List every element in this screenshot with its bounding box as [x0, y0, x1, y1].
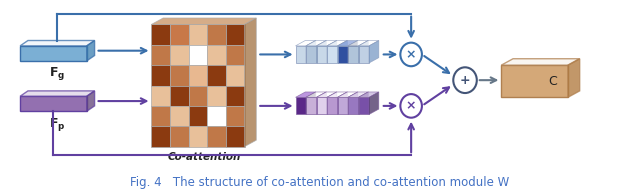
Text: $\mathbf{F_g}$: $\mathbf{F_g}$ [49, 65, 65, 82]
Polygon shape [317, 92, 326, 114]
Polygon shape [358, 40, 379, 46]
Polygon shape [20, 40, 95, 46]
Polygon shape [189, 126, 207, 147]
Polygon shape [306, 46, 317, 63]
Polygon shape [306, 40, 326, 46]
Polygon shape [369, 40, 379, 63]
Polygon shape [87, 40, 95, 61]
Polygon shape [189, 24, 207, 45]
Polygon shape [327, 92, 348, 97]
Text: $\mathbf{F_p}$: $\mathbf{F_p}$ [49, 116, 66, 133]
Polygon shape [337, 40, 358, 46]
Polygon shape [317, 40, 337, 46]
Polygon shape [20, 46, 87, 61]
Polygon shape [501, 59, 580, 65]
Polygon shape [327, 40, 337, 63]
Polygon shape [306, 92, 326, 97]
Polygon shape [358, 92, 368, 114]
Polygon shape [337, 46, 348, 63]
Polygon shape [337, 97, 348, 114]
Polygon shape [87, 91, 95, 111]
Polygon shape [568, 59, 580, 97]
Polygon shape [348, 92, 358, 114]
Polygon shape [327, 92, 337, 114]
Polygon shape [226, 106, 244, 126]
Polygon shape [152, 126, 170, 147]
Polygon shape [348, 40, 358, 63]
Polygon shape [317, 46, 327, 63]
Polygon shape [296, 46, 306, 63]
Polygon shape [296, 92, 316, 97]
Polygon shape [358, 97, 369, 114]
Polygon shape [501, 65, 568, 97]
Polygon shape [152, 45, 170, 65]
Polygon shape [358, 46, 369, 63]
Polygon shape [348, 92, 368, 97]
Polygon shape [20, 91, 95, 96]
Polygon shape [170, 86, 189, 106]
Polygon shape [337, 92, 348, 114]
Polygon shape [207, 86, 226, 106]
Polygon shape [306, 97, 317, 114]
Polygon shape [207, 126, 226, 147]
Polygon shape [152, 65, 170, 86]
Text: ×: × [406, 48, 417, 61]
Circle shape [401, 94, 422, 118]
Polygon shape [348, 46, 358, 63]
Polygon shape [226, 65, 244, 86]
Circle shape [401, 43, 422, 66]
Polygon shape [189, 45, 207, 65]
Polygon shape [189, 86, 207, 106]
Polygon shape [317, 97, 327, 114]
Polygon shape [152, 106, 170, 126]
Polygon shape [207, 45, 226, 65]
Polygon shape [152, 86, 170, 106]
Text: Fig. 4   The structure of co-attention and co-attention module W: Fig. 4 The structure of co-attention and… [131, 176, 509, 189]
Polygon shape [170, 126, 189, 147]
Polygon shape [226, 24, 244, 45]
Circle shape [453, 67, 477, 93]
Polygon shape [226, 86, 244, 106]
Polygon shape [244, 18, 256, 147]
Text: C: C [548, 75, 557, 88]
Polygon shape [348, 97, 358, 114]
Polygon shape [207, 65, 226, 86]
Polygon shape [207, 106, 226, 126]
Polygon shape [152, 18, 256, 24]
Polygon shape [348, 40, 368, 46]
Text: Co-attention: Co-attention [167, 152, 241, 162]
Polygon shape [226, 126, 244, 147]
Polygon shape [327, 46, 337, 63]
Polygon shape [306, 40, 316, 63]
Polygon shape [317, 40, 326, 63]
Polygon shape [337, 92, 358, 97]
Polygon shape [189, 106, 207, 126]
Polygon shape [358, 40, 368, 63]
Polygon shape [296, 97, 306, 114]
Polygon shape [327, 40, 348, 46]
Polygon shape [207, 24, 226, 45]
Polygon shape [170, 24, 189, 45]
Polygon shape [170, 65, 189, 86]
Polygon shape [170, 106, 189, 126]
Polygon shape [317, 92, 337, 97]
Polygon shape [189, 65, 207, 86]
Polygon shape [358, 92, 379, 97]
Polygon shape [20, 96, 87, 111]
Polygon shape [369, 92, 379, 114]
Polygon shape [152, 24, 170, 45]
Text: ×: × [406, 99, 417, 112]
Polygon shape [170, 45, 189, 65]
Polygon shape [296, 40, 316, 46]
Polygon shape [327, 97, 337, 114]
Polygon shape [337, 40, 348, 63]
Polygon shape [226, 45, 244, 65]
Polygon shape [306, 92, 316, 114]
Text: +: + [460, 74, 470, 87]
